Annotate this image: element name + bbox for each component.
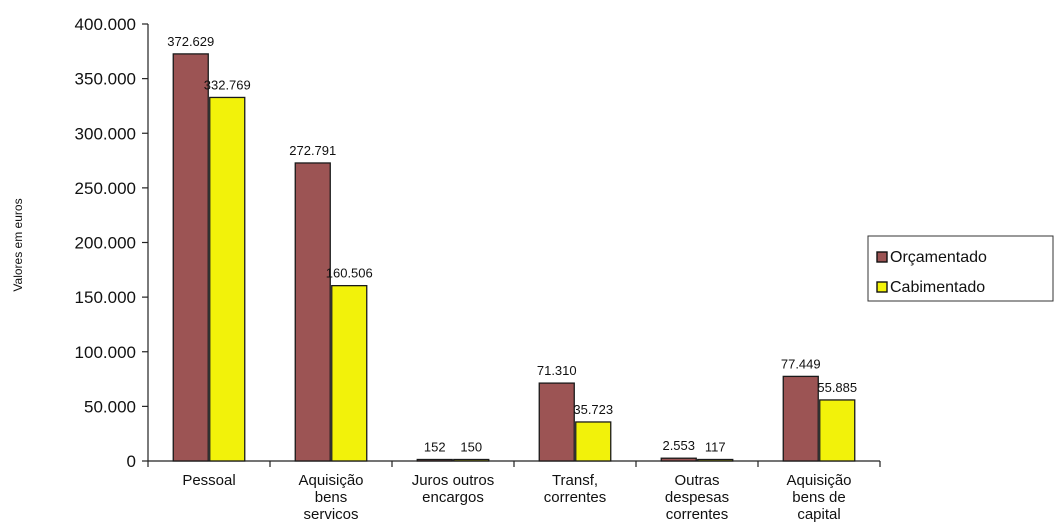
bar <box>209 96 246 462</box>
bar <box>172 53 209 462</box>
data-label: 272.791 <box>289 143 336 158</box>
x-tick-label: Outras despesas correntes <box>665 472 729 523</box>
y-tick-label: 100.000 <box>75 343 136 362</box>
data-label: 35.723 <box>573 402 613 417</box>
legend: Orçamentado Cabimentado <box>867 235 1054 302</box>
x-tick-label: Aquisição bens servicos <box>298 472 363 523</box>
y-tick-label: 200.000 <box>75 234 136 253</box>
data-label: 150 <box>460 440 482 455</box>
y-axis-title: Valores em euros <box>11 198 25 291</box>
x-axis: Pessoal Aquisição bens servicos Juros outros… <box>147 460 881 523</box>
data-label: 372.629 <box>167 34 214 49</box>
bar <box>331 284 368 462</box>
bar <box>782 375 819 462</box>
y-tick-label: 350.000 <box>75 70 136 89</box>
legend-swatch-cabimentado <box>876 281 888 293</box>
bar <box>697 458 734 462</box>
bar <box>294 162 331 462</box>
y-tick-label: 50.000 <box>84 397 136 416</box>
data-label: 77.449 <box>781 356 821 371</box>
data-label: 117 <box>705 440 726 455</box>
bar <box>575 421 612 462</box>
data-label: 71.310 <box>537 363 577 378</box>
x-tick-label: Pessoal <box>182 472 235 489</box>
y-tick-label: 0 <box>127 452 136 471</box>
legend-label-orcamentado: Orçamentado <box>890 249 987 266</box>
bar <box>416 458 453 462</box>
bars <box>172 53 856 462</box>
data-label: 332.769 <box>204 77 251 92</box>
bar <box>660 457 697 462</box>
legend-label-cabimentado: Cabimentado <box>890 279 985 296</box>
data-label: 160.506 <box>326 266 373 281</box>
y-tick-label: 150.000 <box>75 288 136 307</box>
data-label: 152 <box>424 440 446 455</box>
x-tick-label: Juros outros encargos <box>412 472 495 506</box>
x-tick-label: Aquisição bens de capital <box>786 472 851 523</box>
bar <box>819 399 856 462</box>
y-tick-label: 400.000 <box>75 15 136 34</box>
x-tick-label: Transf, correntes <box>544 472 607 506</box>
data-label: 55.885 <box>817 380 857 395</box>
data-labels: 372.629 272.791 152 71.310 2.553 77.449 332.76… <box>167 34 857 455</box>
legend-swatch-orcamentado <box>876 251 888 263</box>
bar <box>538 382 575 462</box>
y-axis: 0 50.000 100.000 150.000 200.000 250.000 300.0… <box>75 15 149 471</box>
bar <box>453 458 490 462</box>
legend-border <box>867 235 1054 302</box>
data-label: 2.553 <box>662 438 695 453</box>
y-tick-label: 300.000 <box>75 124 136 143</box>
y-tick-label: 250.000 <box>75 179 136 198</box>
